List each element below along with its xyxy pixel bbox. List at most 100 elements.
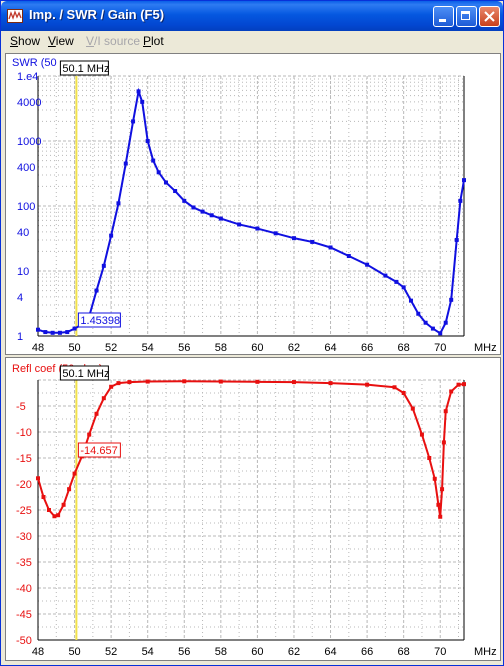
data-point [218,379,223,384]
data-point [101,396,106,401]
x-tick-label: 68 [398,342,410,354]
data-point [127,380,132,385]
data-point [392,385,397,390]
data-point [346,254,351,259]
x-tick-label: 62 [288,342,300,354]
data-point [36,476,40,481]
data-point [50,330,55,335]
data-point [182,379,187,384]
data-point [36,327,40,332]
x-tick-label: 54 [142,342,154,354]
data-point [94,411,99,416]
data-point [394,279,399,284]
data-point [438,331,443,336]
y-tick-label: -20 [16,479,32,491]
data-point [456,382,461,387]
x-tick-label: 58 [215,342,227,354]
x-tick-label: 50 [68,342,80,354]
x-tick-label: 48 [32,342,44,354]
swr-chart-panel[interactable]: 1.e4 4000 1000 400 100 40 10 4 1 48 50 52 54 56 58 60 62… [5,53,501,355]
data-point [423,320,428,325]
data-point [156,170,161,175]
menu-bar: Show View V/I source Plot [5,31,499,51]
menu-view[interactable]: View [48,34,74,48]
x-tick-label: 52 [105,342,117,354]
cursor-freq-box [59,60,109,76]
data-point [255,379,260,384]
x-tick-label: 50 [68,646,80,658]
data-point [209,213,214,218]
maximize-button[interactable] [456,6,477,27]
data-point [65,330,70,335]
y-tick-label: 1 [17,331,23,343]
menu-show[interactable]: Show [10,34,41,48]
menu-plot[interactable]: Plot [143,34,164,48]
x-tick-label: 54 [142,646,154,658]
y-tick-label: -10 [16,427,32,439]
data-point [462,382,466,387]
data-point [291,380,296,385]
data-point [401,391,406,395]
data-point [454,237,459,242]
data-point [57,330,62,335]
data-point [101,263,106,268]
refl-chart-panel[interactable]: -5 -10 -15 -20 -25 -30 -35 -40 -45 -50 48 50 52 54 56 5… [5,357,501,661]
x-tick-label: 52 [105,646,117,658]
title-bar[interactable]: Imp. / SWR / Gain (F5) [1,1,503,31]
data-point [41,495,46,499]
data-point [72,471,77,476]
data-point [443,409,448,414]
data-point [328,245,333,250]
data-point [109,233,114,238]
data-point [200,209,205,214]
menu-vi-source[interactable]: V/I source [86,34,141,48]
data-point [291,236,296,241]
data-point [432,476,437,481]
x-tick-label: 68 [398,646,410,658]
data-point [440,487,445,492]
cursor-value-box [77,312,121,328]
data-point [67,487,72,492]
y-tick-label: -35 [16,557,32,569]
y-tick-label: 1.e4 [17,71,38,83]
data-point [436,502,441,507]
data-point [416,311,421,316]
data-point [72,326,77,331]
cursor-value-box [77,442,121,458]
data-point [401,285,406,290]
data-point [52,514,57,519]
data-point [419,432,424,437]
y-tick-label: 40 [17,227,29,239]
data-point [441,440,446,445]
data-point [410,406,415,411]
close-button[interactable] [479,6,500,27]
minimize-icon [439,19,446,22]
x-axis-unit: MHz [474,342,497,354]
minimize-button[interactable] [433,6,454,27]
x-tick-label: 66 [361,646,373,658]
y-tick-label: -25 [16,505,32,517]
data-point [430,326,435,331]
data-point [218,216,223,221]
x-tick-label: 48 [32,646,44,658]
swr-chart[interactable]: 1.e4 4000 1000 400 100 40 10 4 1 48 50 52 54 56 58 60 62… [6,54,500,354]
x-tick-label: 64 [324,646,336,658]
x-tick-label: 56 [178,342,190,354]
data-point [255,226,260,231]
data-point [458,198,463,203]
data-point [443,320,448,325]
window-title: Imp. / SWR / Gain (F5) [29,7,165,22]
data-point [462,178,466,183]
x-tick-label: 62 [288,646,300,658]
y-tick-label: 1000 [17,136,41,148]
data-point [449,389,454,394]
data-point [94,288,99,293]
data-point [145,139,150,143]
y-tick-label: -30 [16,531,32,543]
y-tick-label: 100 [17,201,35,213]
x-tick-label: 64 [324,342,336,354]
cursor-value-label: 1.45398 [80,315,120,327]
series-line [37,380,465,518]
